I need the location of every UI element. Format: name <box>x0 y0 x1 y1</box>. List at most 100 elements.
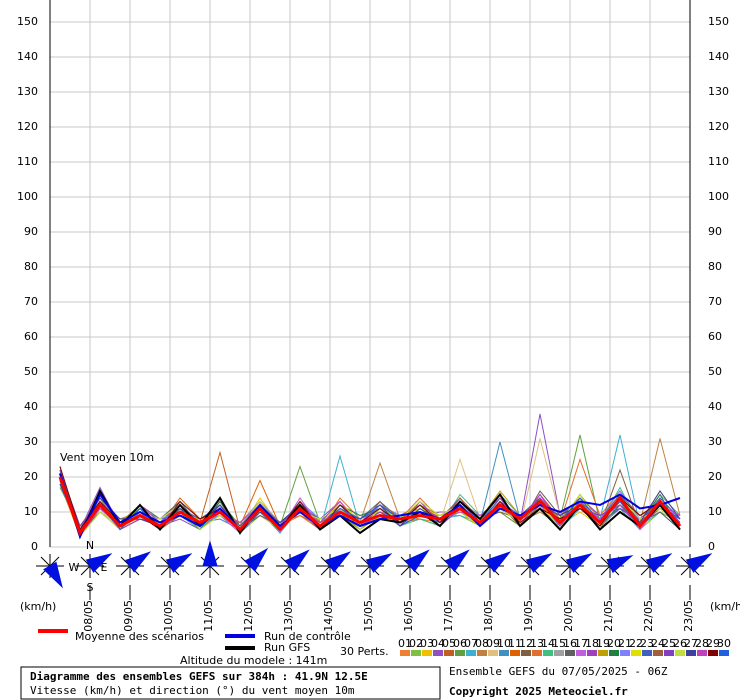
legend-swatch <box>532 650 542 656</box>
legend-label: 15 <box>552 637 566 650</box>
legend-swatch <box>554 650 564 656</box>
series-line <box>59 480 681 535</box>
legend-swatch <box>587 650 597 656</box>
x-tick-label: 21/05 <box>602 600 615 632</box>
legend-swatch <box>466 650 476 656</box>
legend-label: Moyenne des scénarios <box>75 630 204 643</box>
wind-arrow <box>525 553 553 573</box>
y2-tick-label: 120 <box>708 120 729 133</box>
legend-label: 13 <box>530 637 544 650</box>
chart-subtitle: Vitesse (km/h) et direction (°) du vent … <box>30 684 355 697</box>
y-tick-label: 150 <box>17 15 38 28</box>
x-tick-label: 09/05 <box>122 600 135 632</box>
legend-label: 28 <box>695 637 709 650</box>
wind-arrow <box>325 551 352 573</box>
legend-swatch <box>411 650 421 656</box>
x-tick-label: 20/05 <box>562 600 575 632</box>
x-tick-label: 11/05 <box>202 600 215 632</box>
legend-label: 11 <box>508 637 522 650</box>
x-tick-label: 16/05 <box>402 600 415 632</box>
y-tick-label: 0 <box>31 540 38 553</box>
legend-swatch <box>433 650 443 656</box>
x-tick-label: 22/05 <box>642 600 655 632</box>
legend-label: 10 <box>497 637 511 650</box>
legend-swatch <box>400 650 410 656</box>
legend-swatch <box>664 650 674 656</box>
y-tick-label: 40 <box>24 400 38 413</box>
y2-axis-label: (km/h) <box>710 600 740 613</box>
y-tick-label: 130 <box>17 85 38 98</box>
run-info: Ensemble GEFS du 07/05/2025 - 06Z <box>449 665 668 678</box>
legend-label: 05 <box>442 637 456 650</box>
legend-label: 04 <box>431 637 445 650</box>
y-axis-label: (km/h) <box>20 600 56 613</box>
legend-label: 22 <box>629 637 643 650</box>
y2-tick-label: 130 <box>708 85 729 98</box>
y2-tick-label: 80 <box>708 260 722 273</box>
compass-label: N <box>86 539 94 552</box>
y2-tick-label: 90 <box>708 225 722 238</box>
x-tick-label: 08/05 <box>82 600 95 632</box>
legend-swatch <box>488 650 498 656</box>
wind-arrow <box>565 553 593 573</box>
y-tick-label: 120 <box>17 120 38 133</box>
altitude: Altitude du modele : 141m <box>180 654 327 667</box>
series-line <box>59 473 681 540</box>
legend-label: 08 <box>475 637 489 650</box>
wind-arrow <box>606 555 634 574</box>
y-tick-label: 80 <box>24 260 38 273</box>
x-tick-label: 23/05 <box>682 600 695 632</box>
y2-tick-label: 10 <box>708 505 722 518</box>
compass-label: E <box>101 561 108 574</box>
wind-arrow <box>125 551 152 573</box>
y-tick-label: 110 <box>17 155 38 168</box>
y-tick-label: 140 <box>17 50 38 63</box>
perts-label: 30 Perts. <box>340 645 389 658</box>
legend-label: 26 <box>673 637 687 650</box>
legend-swatch <box>598 650 608 656</box>
y2-tick-label: 0 <box>708 540 715 553</box>
y2-tick-label: 40 <box>708 400 722 413</box>
y2-tick-label: 110 <box>708 155 729 168</box>
wind-arrow <box>202 540 218 567</box>
wind-arrow <box>85 553 113 573</box>
copyright: Copyright 2025 Meteociel.fr <box>449 685 628 698</box>
wind-arrow <box>244 547 269 572</box>
legend-label: 27 <box>684 637 698 650</box>
x-tick-label: 14/05 <box>322 600 335 632</box>
legend-label: 09 <box>486 637 500 650</box>
legend-swatch <box>642 650 652 656</box>
chart-title: Diagramme des ensembles GEFS sur 384h : … <box>30 670 368 683</box>
compass-label: W <box>69 561 80 574</box>
legend-swatch <box>444 650 454 656</box>
legend-label: 24 <box>651 637 665 650</box>
wind-arrow <box>365 553 393 573</box>
wind-arrow <box>685 553 713 573</box>
legend-swatch <box>653 650 663 656</box>
wind-arrow <box>485 551 512 573</box>
y-tick-label: 100 <box>17 190 38 203</box>
wind-arrow <box>43 561 63 589</box>
y-tick-label: 30 <box>24 435 38 448</box>
legend-swatch <box>609 650 619 656</box>
x-tick-label: 13/05 <box>282 600 295 632</box>
x-tick-label: 12/05 <box>242 600 255 632</box>
legend-label: Run de contrôle <box>264 630 351 643</box>
legend-swatch <box>477 650 487 656</box>
y2-tick-label: 150 <box>708 15 729 28</box>
legend-label: 29 <box>706 637 720 650</box>
y-tick-label: 50 <box>24 365 38 378</box>
legend-swatch <box>499 650 509 656</box>
legend-label: 30 <box>717 637 731 650</box>
legend-label: 25 <box>662 637 676 650</box>
annotation: Vent moyen 10m <box>60 451 154 464</box>
y2-tick-label: 50 <box>708 365 722 378</box>
legend-label: 07 <box>464 637 478 650</box>
legend-swatch <box>543 650 553 656</box>
legend-label: 03 <box>420 637 434 650</box>
x-tick-label: 10/05 <box>162 600 175 632</box>
y-tick-label: 70 <box>24 295 38 308</box>
wind-arrow <box>444 549 470 573</box>
x-tick-label: 15/05 <box>362 600 375 632</box>
y2-tick-label: 20 <box>708 470 722 483</box>
